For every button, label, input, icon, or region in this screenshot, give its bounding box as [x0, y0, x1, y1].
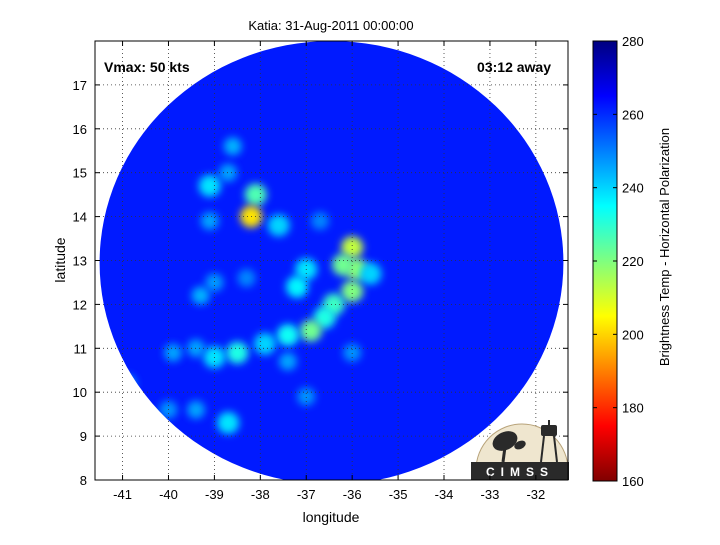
y-tick-label: 16 — [73, 122, 87, 137]
time-away-label: 03:12 away — [477, 59, 551, 75]
x-tick-label: -34 — [435, 487, 454, 502]
swath-feature — [217, 411, 240, 434]
swath-feature — [331, 253, 354, 276]
y-tick-label: 12 — [73, 297, 87, 312]
y-tick-label: 13 — [73, 254, 87, 269]
x-tick-label: -38 — [251, 487, 270, 502]
x-tick-label: -41 — [113, 487, 132, 502]
x-tick-label: -37 — [297, 487, 316, 502]
swath-feature — [226, 341, 249, 364]
swath-feature — [219, 163, 238, 182]
colorbar-tick-label: 180 — [622, 401, 644, 416]
y-axis-ticks: 8 9 10 11 12 13 14 15 16 17 — [73, 78, 568, 488]
swath-feature — [341, 280, 364, 303]
x-tick-label: -40 — [159, 487, 178, 502]
cimss-logo: CIMSS — [471, 420, 569, 480]
swath-feature — [276, 324, 299, 347]
swath-feature — [187, 400, 206, 419]
grid-lines — [95, 41, 568, 480]
swath-feature — [200, 211, 219, 230]
colorbar-tick-label: 240 — [622, 181, 644, 196]
logo-banner — [471, 462, 569, 480]
swath-feature — [253, 332, 276, 355]
vmax-label: Vmax: 50 kts — [104, 59, 190, 75]
swath-feature — [359, 262, 382, 285]
swath-feature — [223, 137, 242, 156]
swath-feature — [341, 236, 364, 259]
swath-feature — [313, 306, 336, 329]
swath-feature — [297, 387, 316, 406]
swath-feature — [205, 273, 224, 292]
logo-dish — [492, 431, 518, 451]
y-tick-label: 9 — [80, 429, 87, 444]
colorbar-tick-label: 220 — [622, 254, 644, 269]
colorbar-label: Brightness Temp - Horizontal Polarizatio… — [657, 128, 672, 366]
y-tick-label: 8 — [80, 473, 87, 488]
x-tick-label: -39 — [205, 487, 224, 502]
colorbar-tick-label: 280 — [622, 34, 644, 49]
swath-feature — [237, 269, 256, 288]
swath-feature — [311, 211, 330, 230]
swath-image — [99, 41, 564, 480]
x-tick-label: -32 — [526, 487, 545, 502]
colorbar-tick-label: 260 — [622, 107, 644, 122]
x-tick-label: -33 — [481, 487, 500, 502]
logo-text: CIMSS — [486, 465, 554, 479]
y-tick-label: 10 — [73, 385, 87, 400]
logo-small-dish — [514, 440, 526, 450]
y-tick-label: 17 — [73, 78, 87, 93]
x-axis-ticks: -41 -40 -39 -38 -37 -36 -35 -34 -33 -32 — [113, 41, 545, 502]
chart-title: Katia: 31-Aug-2011 00:00:00 — [248, 18, 413, 33]
y-axis-label: latitude — [52, 237, 68, 282]
swath-feature — [187, 339, 206, 358]
swath-feature — [244, 183, 267, 206]
swath-feature — [198, 174, 221, 197]
colorbar-ticks: 160 180 200 220 240 260 280 — [593, 34, 644, 489]
y-tick-label: 11 — [74, 341, 88, 356]
swath-feature — [278, 352, 297, 371]
x-tick-label: -35 — [389, 487, 408, 502]
swath-feature — [164, 343, 183, 362]
swath-feature — [299, 319, 322, 342]
logo-tower-leg — [553, 435, 558, 463]
swath-feature — [343, 343, 362, 362]
logo-tower-leg — [540, 435, 545, 463]
logo-tower-tank — [541, 425, 557, 436]
swath-feature — [267, 214, 290, 237]
y-tick-label: 14 — [73, 210, 87, 225]
swath-feature — [286, 275, 309, 298]
logo-dish-stand — [501, 446, 507, 463]
colorbar-tick-label: 160 — [622, 474, 644, 489]
swath-feature — [191, 286, 210, 305]
colorbar-tick-label: 200 — [622, 327, 644, 342]
x-tick-label: -36 — [343, 487, 362, 502]
x-axis-label: longitude — [303, 509, 360, 525]
y-tick-label: 15 — [73, 166, 87, 181]
